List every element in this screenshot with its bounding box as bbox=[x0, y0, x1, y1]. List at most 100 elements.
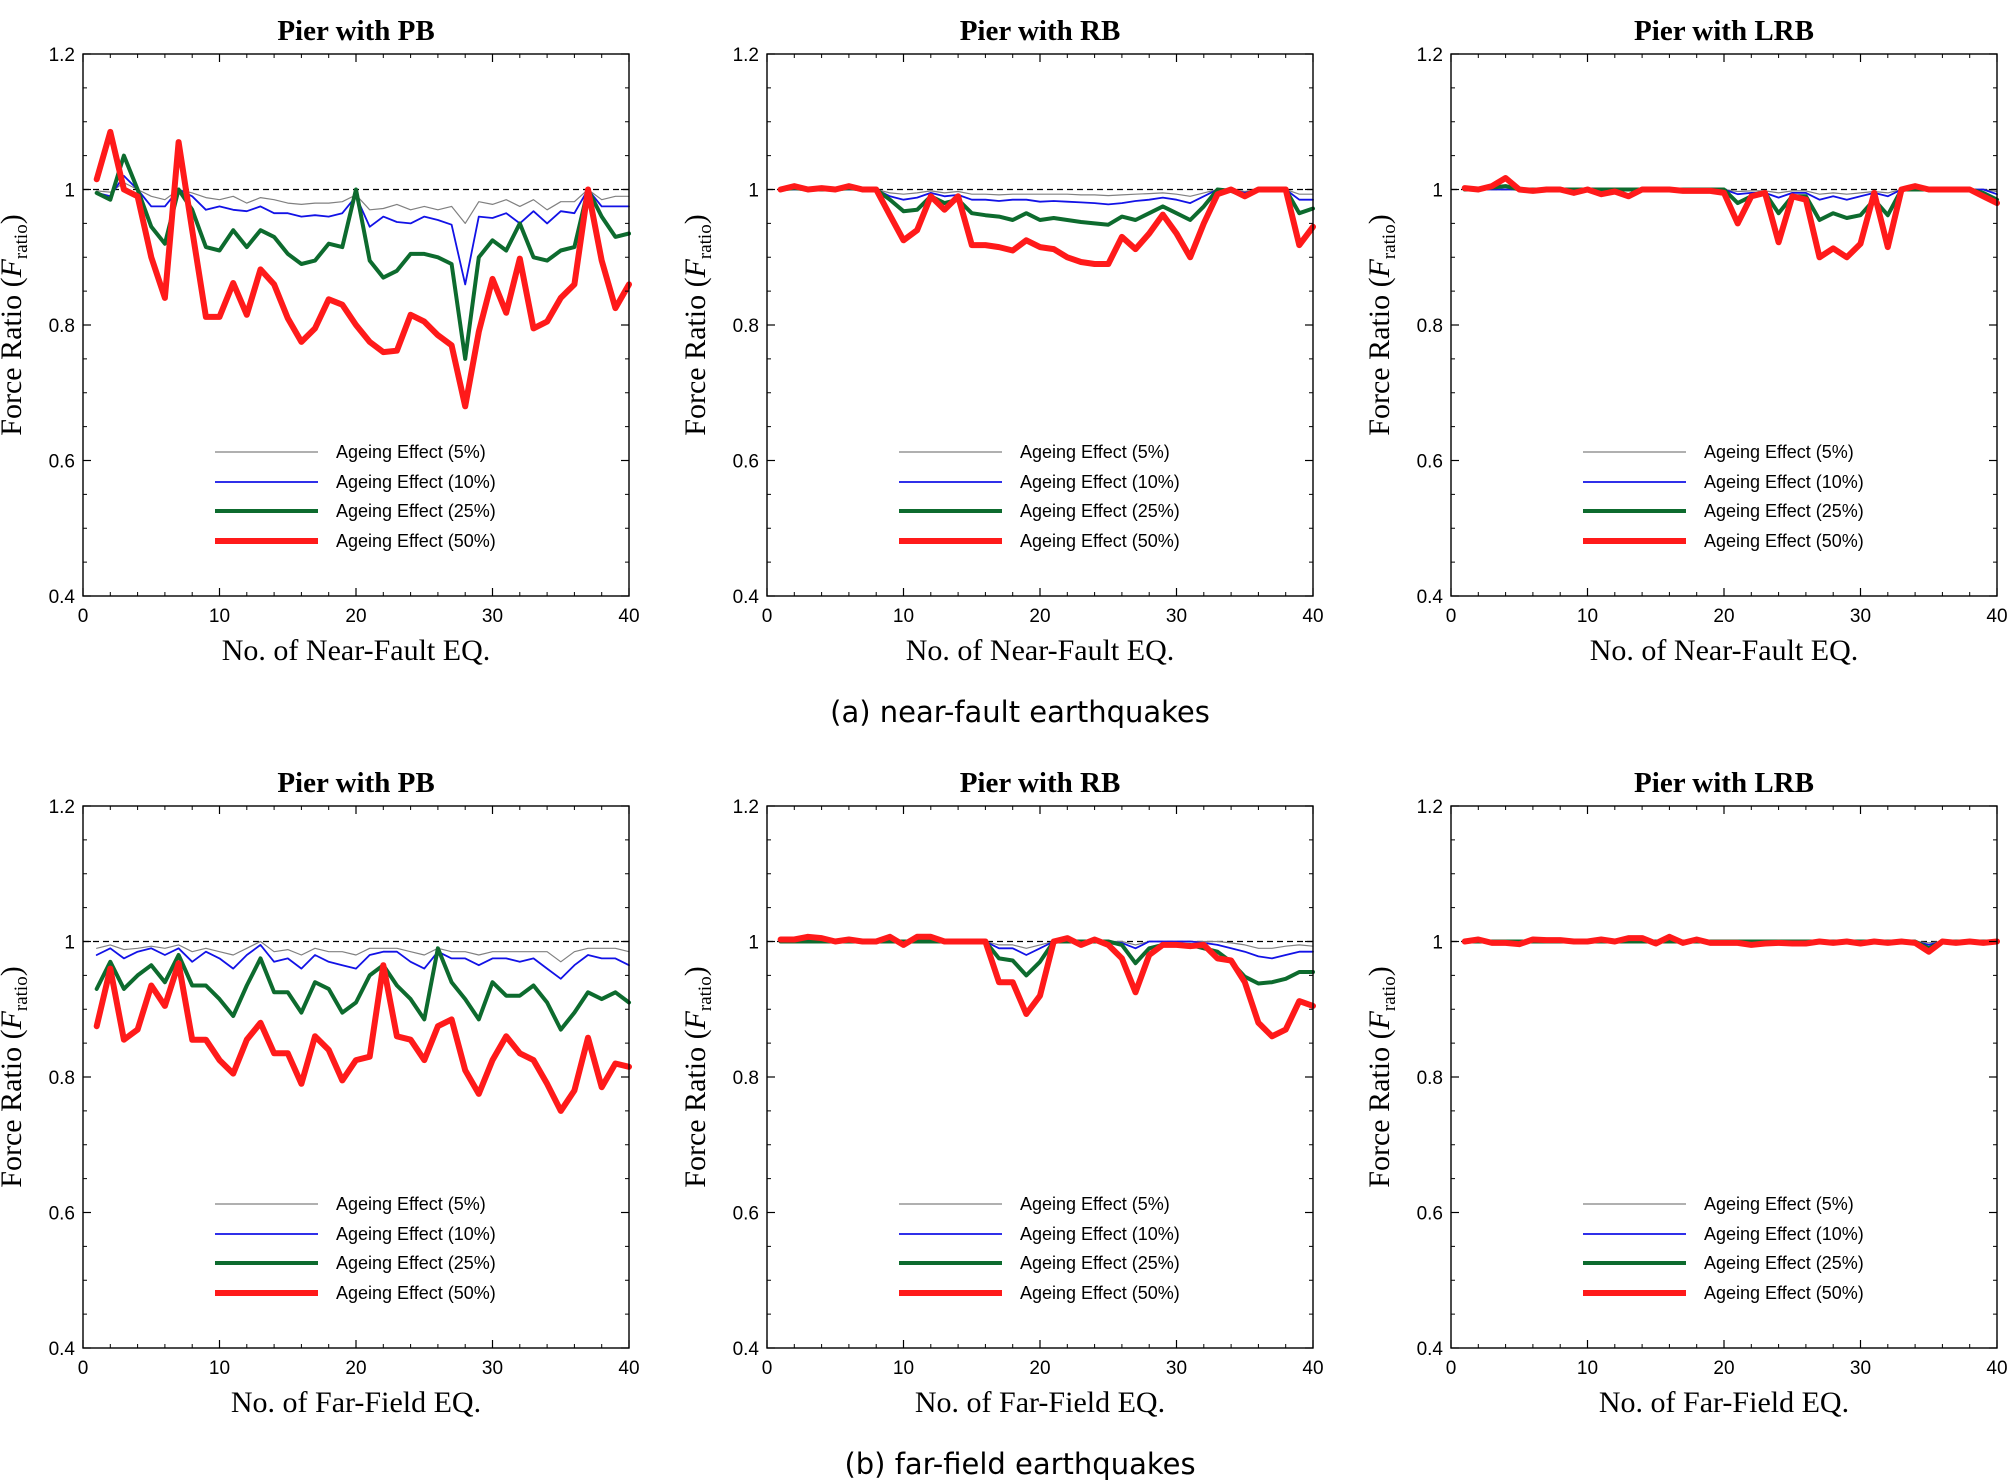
y-axis-label-main: Force Ratio ( bbox=[0, 277, 28, 435]
panels: Pier with PB0 10 20 30 400.40.60.811.2No. of… bbox=[0, 15, 2008, 1419]
x-tick-label: 40 bbox=[1302, 606, 1323, 627]
chart-panel-4: Pier with PB 0 10 20 30 40 0.4 0.6 0.8 1 1.2 No. of… bbox=[0, 767, 640, 1419]
x-tick-label: 30 bbox=[482, 1358, 503, 1379]
y-axis-label-main: Force Ratio ( bbox=[0, 1029, 28, 1187]
series-line-4 bbox=[777, 183, 1316, 267]
y-tick-label: 0.8 bbox=[1417, 1068, 1443, 1089]
y-axis-label-end: ) bbox=[0, 214, 28, 224]
x-tick-label: 0 bbox=[1446, 1358, 1457, 1379]
x-tick-label: 0 bbox=[1446, 606, 1457, 627]
x-tick-label: 10 bbox=[893, 1358, 914, 1379]
legend-label-4: Ageing Effect (50%) bbox=[1020, 1283, 1180, 1303]
plot-frame bbox=[82, 53, 630, 597]
y-tick-label: 1.2 bbox=[49, 45, 75, 66]
chart-panel-2: Pier with RB 0 10 20 30 40 0.4 0.6 0.8 1 1.2 No. of… bbox=[679, 15, 1324, 667]
x-axis-label: No. of Far-Field EQ. bbox=[915, 1386, 1165, 1419]
legend-label-2: Ageing Effect (10%) bbox=[336, 472, 496, 492]
legend-label-1: Ageing Effect (5%) bbox=[336, 442, 486, 462]
x-tick-label: 10 bbox=[1577, 1358, 1598, 1379]
y-tick-label: 1 bbox=[748, 933, 759, 954]
x-tick-label: 10 bbox=[209, 606, 230, 627]
legend-label-1: Ageing Effect (5%) bbox=[336, 1194, 486, 1214]
y-tick-label: 1 bbox=[64, 933, 75, 954]
x-tick-label: 40 bbox=[1986, 1358, 2007, 1379]
y-axis-label-end: ) bbox=[1363, 214, 1396, 224]
y-axis-label: Force Ratio (Fratio) bbox=[679, 214, 716, 435]
series-line-2 bbox=[95, 944, 630, 980]
x-tick-label: 40 bbox=[1986, 606, 2007, 627]
y-axis-label-end: ) bbox=[0, 966, 28, 976]
y-axis-label-main: Force Ratio ( bbox=[1363, 1029, 1396, 1187]
plot-frame bbox=[82, 805, 630, 1349]
y-axis-label: Force Ratio (Fratio) bbox=[1363, 214, 1400, 435]
y-tick-label: 1.2 bbox=[733, 797, 759, 818]
legend-label-3: Ageing Effect (25%) bbox=[1704, 1253, 1864, 1273]
y-axis-label-main: Force Ratio ( bbox=[679, 1029, 712, 1187]
y-axis-label: Force Ratio (Fratio) bbox=[1363, 966, 1400, 1187]
legend-label-3: Ageing Effect (25%) bbox=[1704, 501, 1864, 521]
legend-label-4: Ageing Effect (50%) bbox=[336, 531, 496, 551]
y-tick-label: 1.2 bbox=[1417, 45, 1443, 66]
y-tick-label: 0.8 bbox=[733, 1068, 759, 1089]
x-axis-label: No. of Far-Field EQ. bbox=[231, 1386, 481, 1419]
chart-panel-5: Pier with RB 0 10 20 30 40 0.4 0.6 0.8 1 1.2 No. of… bbox=[679, 767, 1324, 1419]
x-tick-label: 0 bbox=[762, 606, 773, 627]
legend-label-1: Ageing Effect (5%) bbox=[1704, 1194, 1854, 1214]
x-tick-label: 40 bbox=[618, 1358, 639, 1379]
y-axis-label-subscript: ratio bbox=[1379, 224, 1400, 259]
y-axis-label-symbol: F bbox=[679, 258, 712, 278]
x-tick-label: 20 bbox=[345, 1358, 366, 1379]
y-axis-label-main: Force Ratio ( bbox=[1363, 277, 1396, 435]
legend-label-1: Ageing Effect (5%) bbox=[1704, 442, 1854, 462]
y-tick-label: 0.4 bbox=[733, 587, 760, 608]
legend-label-3: Ageing Effect (25%) bbox=[1020, 1253, 1180, 1273]
y-axis-label-main: Force Ratio ( bbox=[679, 277, 712, 435]
chart-panel-1: Pier with PB 0 10 20 30 40 0.4 0.6 0.8 1 1.2 No. of… bbox=[0, 15, 640, 667]
y-tick-label: 1 bbox=[748, 181, 759, 202]
chart-panel-6: Pier with LRB 0 10 20 30 40 0.4 0.6 0.8 1 1.2 No. o… bbox=[1363, 767, 2008, 1419]
x-tick-label: 30 bbox=[1850, 1358, 1871, 1379]
x-tick-label: 30 bbox=[1166, 606, 1187, 627]
y-axis-label-symbol: F bbox=[679, 1010, 712, 1030]
y-tick-label: 0.6 bbox=[733, 452, 759, 473]
legend-label-2: Ageing Effect (10%) bbox=[1704, 1224, 1864, 1244]
y-tick-label: 1 bbox=[1432, 181, 1443, 202]
x-tick-label: 0 bbox=[762, 1358, 773, 1379]
x-tick-label: 10 bbox=[893, 606, 914, 627]
x-tick-label: 40 bbox=[618, 606, 639, 627]
chart-title: Pier with RB bbox=[960, 767, 1121, 799]
chart-title: Pier with PB bbox=[277, 15, 434, 47]
y-tick-label: 0.6 bbox=[733, 1204, 759, 1225]
y-axis-label-subscript: ratio bbox=[695, 976, 716, 1011]
x-tick-label: 10 bbox=[209, 1358, 230, 1379]
y-axis-label-subscript: ratio bbox=[11, 224, 32, 259]
series-line-4 bbox=[93, 128, 632, 410]
x-tick-label: 0 bbox=[78, 606, 89, 627]
plot-frame bbox=[766, 805, 1314, 1349]
y-tick-label: 1.2 bbox=[733, 45, 759, 66]
series-line-3 bbox=[94, 946, 631, 1032]
y-tick-label: 1 bbox=[1432, 933, 1443, 954]
y-tick-label: 0.8 bbox=[49, 316, 75, 337]
legend-label-4: Ageing Effect (50%) bbox=[336, 1283, 496, 1303]
y-tick-label: 0.8 bbox=[49, 1068, 75, 1089]
y-axis-label-subscript: ratio bbox=[11, 976, 32, 1011]
chart-title: Pier with RB bbox=[960, 15, 1121, 47]
legend-label-2: Ageing Effect (10%) bbox=[1704, 472, 1864, 492]
x-tick-label: 10 bbox=[1577, 606, 1598, 627]
y-tick-label: 0.4 bbox=[1417, 1339, 1444, 1360]
y-axis-label: Force Ratio (Fratio) bbox=[679, 966, 716, 1187]
legend-label-4: Ageing Effect (50%) bbox=[1704, 531, 1864, 551]
y-tick-label: 1 bbox=[64, 181, 75, 202]
legend-label-1: Ageing Effect (5%) bbox=[1020, 442, 1170, 462]
chart-title: Pier with LRB bbox=[1634, 15, 1814, 47]
x-tick-label: 40 bbox=[1302, 1358, 1323, 1379]
x-axis-label: No. of Near-Fault EQ. bbox=[906, 634, 1175, 667]
y-axis-label-end: ) bbox=[679, 966, 712, 976]
chart-title: Pier with LRB bbox=[1634, 767, 1814, 799]
x-tick-label: 20 bbox=[1029, 606, 1050, 627]
y-tick-label: 0.4 bbox=[49, 1339, 76, 1360]
x-tick-label: 20 bbox=[1713, 1358, 1734, 1379]
x-tick-label: 30 bbox=[1850, 606, 1871, 627]
